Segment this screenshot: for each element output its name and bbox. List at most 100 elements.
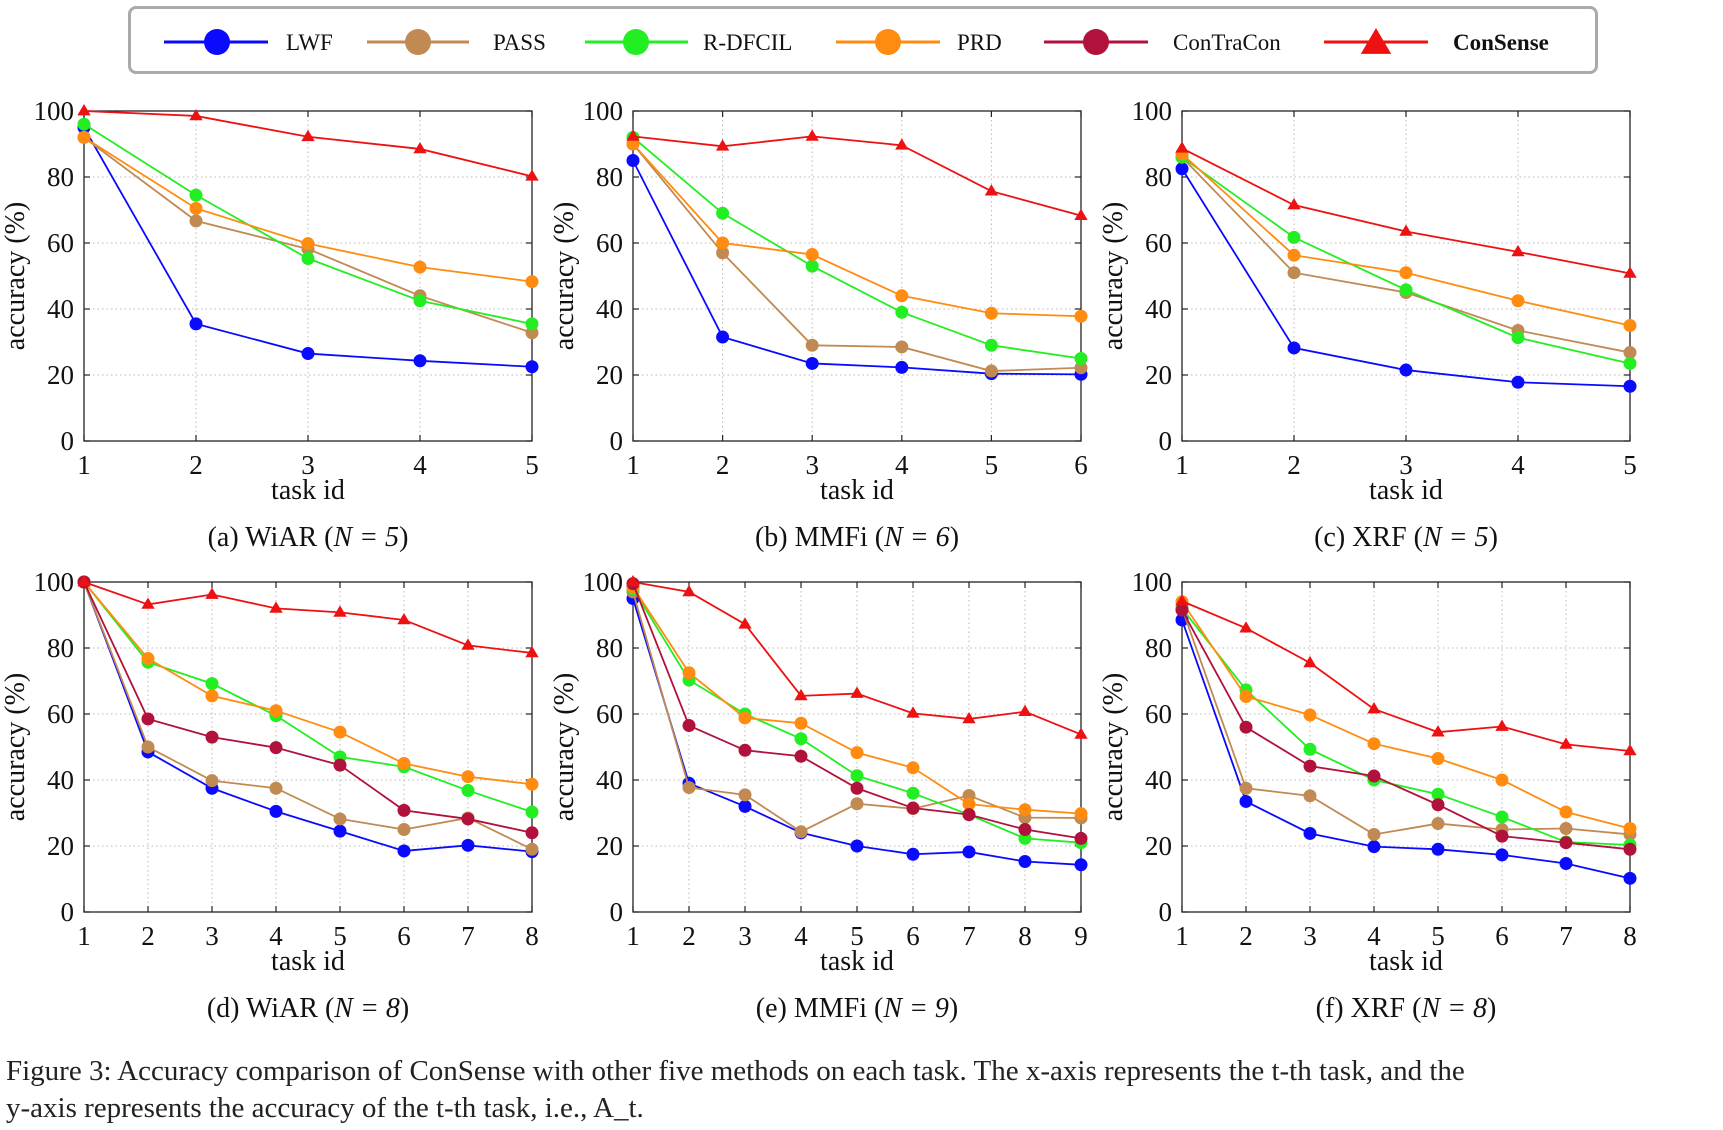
data-point xyxy=(962,711,976,724)
data-point xyxy=(525,645,539,658)
sub-caption-label: (a) WiAR ( xyxy=(208,522,334,553)
y-tick-label: 40 xyxy=(1145,294,1172,324)
data-point xyxy=(1287,230,1301,244)
data-point xyxy=(1287,198,1301,210)
data-point xyxy=(626,575,640,587)
series-consense xyxy=(626,575,1088,739)
sub-caption-close: ) xyxy=(1489,522,1498,553)
y-tick-label: 80 xyxy=(596,162,623,192)
x-tick-label: 6 xyxy=(397,921,411,951)
x-tick-label: 5 xyxy=(985,450,999,480)
chart-panel-2: 0 20 40 60 80 100 1 2 3 4 5 6 task id accuracy (%) (b)… xyxy=(549,96,1088,553)
data-point xyxy=(1074,309,1088,323)
x-tick-label: 1 xyxy=(1175,921,1189,951)
series-line xyxy=(83,581,533,851)
data-point xyxy=(1074,807,1088,821)
x-tick-label: 2 xyxy=(682,921,696,951)
sub-caption-close: ) xyxy=(400,993,409,1024)
grid xyxy=(633,111,1081,441)
x-tick-label: 7 xyxy=(1559,921,1573,951)
y-axis-label: accuracy (%) xyxy=(1098,202,1129,350)
series-line xyxy=(1181,609,1631,851)
data-point xyxy=(525,360,539,374)
y-tick-label: 0 xyxy=(61,426,75,456)
data-point xyxy=(1495,829,1509,843)
data-point xyxy=(77,117,91,131)
series-line xyxy=(83,581,533,853)
data-point xyxy=(1175,594,1189,606)
data-point xyxy=(895,138,909,150)
x-tick-label: 5 xyxy=(1431,921,1445,951)
y-tick-label: 40 xyxy=(47,294,74,324)
data-point xyxy=(1175,141,1189,153)
x-tick-label: 2 xyxy=(189,450,203,480)
figure-charts: LWF PASS R-DFCIL PRD ConTraCon ConSense020406… xyxy=(0,28,1637,1024)
x-tick-label: 4 xyxy=(413,450,427,480)
y-tick-label: 80 xyxy=(1145,633,1172,663)
data-point xyxy=(716,206,730,220)
x-tick-label: 5 xyxy=(850,921,864,951)
data-point xyxy=(1511,244,1525,257)
data-point xyxy=(1367,769,1381,783)
series-line xyxy=(1181,601,1631,830)
data-point xyxy=(397,757,411,770)
sub-caption-close: ) xyxy=(949,993,958,1024)
data-point xyxy=(1239,794,1253,808)
series-consense xyxy=(77,575,539,658)
data-point xyxy=(189,201,203,215)
data-point xyxy=(906,847,920,861)
sub-caption-n: N = 6 xyxy=(883,522,950,553)
x-tick-label: 5 xyxy=(1623,450,1637,480)
data-point xyxy=(525,777,539,791)
data-point xyxy=(1239,781,1253,795)
data-point xyxy=(525,326,539,340)
x-tick-label: 6 xyxy=(1074,450,1088,480)
data-point xyxy=(984,364,998,378)
data-point xyxy=(1495,773,1509,787)
sub-caption-label: (e) MMFi ( xyxy=(756,993,884,1024)
data-point xyxy=(205,689,219,703)
y-tick-label: 100 xyxy=(34,567,75,597)
series-r-dfcil xyxy=(77,117,539,331)
data-point xyxy=(1559,856,1573,870)
x-tick-label: 9 xyxy=(1074,921,1088,951)
y-tick-label: 20 xyxy=(47,360,74,390)
data-point xyxy=(984,184,999,196)
sub-caption-close: ) xyxy=(1487,993,1496,1024)
data-point xyxy=(141,652,155,666)
data-point xyxy=(269,601,283,613)
sub-caption-label: (b) MMFi ( xyxy=(755,522,884,553)
data-point xyxy=(525,842,539,856)
data-point xyxy=(1303,789,1317,803)
data-point xyxy=(269,704,283,718)
series-contracon xyxy=(626,577,1088,845)
x-tick-label: 6 xyxy=(906,921,920,951)
data-point xyxy=(413,141,427,154)
data-point xyxy=(189,317,203,331)
data-point xyxy=(1623,346,1637,360)
y-tick-label: 60 xyxy=(47,228,74,258)
y-tick-label: 20 xyxy=(596,831,623,861)
y-tick-label: 80 xyxy=(47,633,74,663)
y-tick-label: 100 xyxy=(1132,567,1173,597)
x-tick-label: 2 xyxy=(141,921,155,951)
sub-caption-n: N = 8 xyxy=(1420,993,1487,1024)
series-pass xyxy=(626,137,1088,378)
y-tick-label: 80 xyxy=(1145,162,1172,192)
data-point xyxy=(984,306,998,320)
data-point xyxy=(1018,803,1032,817)
data-point xyxy=(1623,743,1637,756)
sub-caption: (f) XRF (N = 8) xyxy=(1316,993,1497,1024)
data-point xyxy=(906,786,920,800)
chart-panel-5: 0 20 40 60 80 100 1 2 3 4 5 6 7 8 9 task id accuracy (%)… xyxy=(549,567,1088,1024)
figure-caption: Figure 3: Accuracy comparison of ConSens… xyxy=(6,1053,1718,1127)
sub-caption: (b) MMFi (N = 6) xyxy=(755,522,959,553)
series-line xyxy=(83,581,533,654)
data-point xyxy=(525,275,539,289)
data-point xyxy=(205,677,219,691)
x-tick-label: 4 xyxy=(1511,450,1525,480)
x-tick-label: 1 xyxy=(1175,450,1189,480)
data-point xyxy=(1623,266,1637,278)
data-point xyxy=(1367,702,1381,714)
data-point xyxy=(77,130,91,144)
